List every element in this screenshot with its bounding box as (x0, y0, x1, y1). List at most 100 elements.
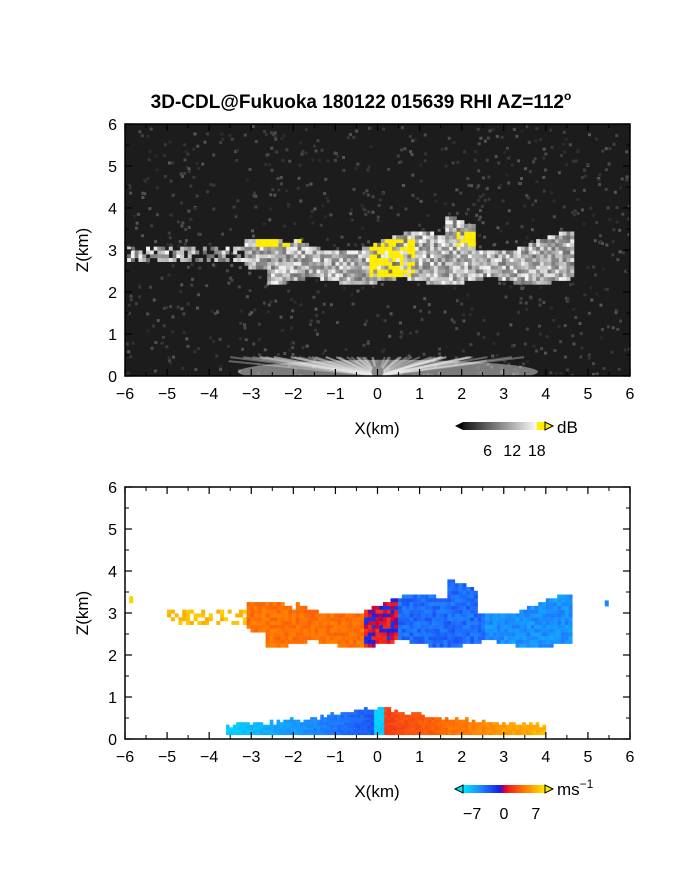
reflectivity-pixel (305, 261, 310, 266)
clutter-ray (325, 356, 378, 376)
noise-pixel (186, 265, 190, 269)
velocity-pixel (488, 732, 493, 736)
velocity-pixel (454, 620, 459, 625)
velocity-pixel (353, 719, 358, 723)
noise-pixel (608, 147, 612, 151)
reflectivity-pixel (536, 269, 541, 274)
velocity-pixel (318, 617, 323, 622)
noise-pixel (571, 334, 575, 338)
noise-pixel (329, 303, 333, 307)
clutter-ray (265, 356, 378, 376)
velocity-pixel (386, 632, 391, 637)
velocity-pixel (310, 724, 314, 728)
reflectivity-pixel (562, 276, 567, 281)
noise-pixel (280, 137, 284, 141)
noise-pixel (301, 149, 305, 153)
reflectivity-pixel (267, 269, 272, 274)
noise-pixel (400, 126, 404, 130)
velocity-pixel (390, 729, 395, 733)
noise-pixel (128, 184, 132, 188)
velocity-pixel (370, 732, 375, 736)
velocity-pixel (182, 609, 187, 614)
velocity-x-tick-label: −2 (284, 749, 302, 766)
velocity-pixel (314, 620, 319, 625)
velocity-pixel (502, 724, 506, 728)
reflectivity-pixel (282, 276, 287, 281)
colorbar-swatch (487, 422, 491, 430)
reflectivity-pixel (460, 227, 465, 232)
velocity-pixel (283, 719, 287, 723)
velocity-pixel (496, 620, 501, 625)
velocity-pixel (523, 617, 528, 622)
velocity-pixel (280, 632, 285, 637)
noise-pixel (376, 215, 380, 219)
velocity-pixel (345, 632, 350, 637)
velocity-pixel (360, 722, 365, 725)
velocity-pixel (470, 605, 475, 610)
reflectivity-pixel (418, 261, 423, 266)
velocity-pixel (405, 628, 410, 633)
reflectivity-pixel (460, 261, 465, 266)
noise-pixel (187, 170, 191, 174)
noise-pixel (309, 182, 313, 186)
velocity-pixel (530, 643, 535, 648)
reflectivity-pixel (467, 265, 472, 270)
reflectivity-pixel (407, 250, 412, 255)
reflectivity-pixel (335, 273, 340, 278)
velocity-pixel (447, 598, 452, 603)
velocity-pixel (519, 613, 524, 618)
noise-pixel (149, 127, 153, 131)
colorbar-tick-label: 12 (503, 443, 521, 460)
reflectivity-pixel (543, 273, 548, 278)
reflectivity-pixel (422, 276, 427, 281)
colorbar-swatch (475, 422, 478, 430)
velocity-pixel (519, 609, 524, 614)
reflectivity-pixel (316, 250, 321, 255)
reflectivity-pixel (369, 265, 374, 270)
reflectivity-pixel (418, 231, 423, 236)
noise-pixel (466, 293, 470, 297)
velocity-pixel (314, 636, 319, 641)
reflectivity-y-tick-label: 3 (108, 243, 117, 260)
velocity-pixel (462, 639, 467, 644)
reflectivity-pixel (244, 239, 249, 244)
reflectivity-pixel (430, 235, 435, 240)
noise-pixel (552, 199, 556, 203)
reflectivity-pixel (509, 250, 514, 255)
velocity-pixel (411, 722, 415, 725)
noise-pixel (228, 133, 232, 137)
velocity-pixel (454, 722, 459, 725)
velocity-pixel (316, 729, 321, 733)
velocity-pixel (289, 729, 294, 733)
noise-pixel (554, 372, 558, 376)
velocity-pixel (380, 719, 385, 723)
velocity-pixel (360, 639, 365, 644)
velocity-pixel (568, 609, 573, 614)
velocity-pixel (380, 722, 385, 725)
reflectivity-pixel (471, 257, 476, 262)
velocity-pixel (261, 602, 266, 607)
noise-pixel (352, 187, 356, 191)
velocity-pixel (375, 620, 380, 625)
noise-pixel (136, 212, 140, 216)
velocity-pixel (384, 729, 388, 733)
colorbar-swatch (465, 785, 468, 793)
reflectivity-pixel (418, 257, 423, 262)
velocity-pixel (470, 617, 475, 622)
velocity-pixel (250, 624, 255, 629)
reflectivity-pixel (536, 239, 541, 244)
reflectivity-pixel (221, 257, 226, 262)
velocity-pixel (316, 724, 321, 728)
reflectivity-pixel (361, 254, 366, 259)
reflectivity-pixel (282, 254, 287, 259)
reflectivity-pixel (566, 269, 571, 274)
reflectivity-pixel (316, 261, 321, 266)
velocity-pixel (454, 717, 459, 720)
noise-pixel (542, 300, 546, 304)
noise-pixel (460, 302, 464, 306)
velocity-pixel (382, 617, 387, 622)
velocity-pixel (352, 624, 357, 629)
reflectivity-pixel (206, 254, 211, 259)
velocity-pixel (564, 617, 569, 622)
velocity-pixel (511, 639, 516, 644)
